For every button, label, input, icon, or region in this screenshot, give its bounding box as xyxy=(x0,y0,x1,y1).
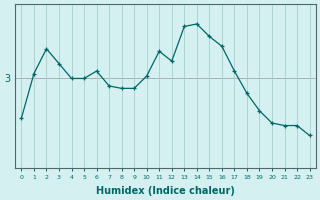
X-axis label: Humidex (Indice chaleur): Humidex (Indice chaleur) xyxy=(96,186,235,196)
